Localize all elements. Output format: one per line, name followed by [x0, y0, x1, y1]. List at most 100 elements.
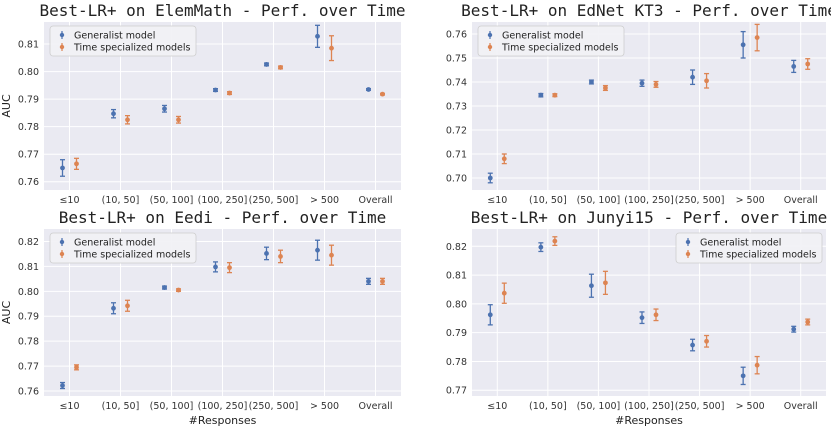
data-point-group [315, 24, 320, 48]
data-point [538, 92, 544, 98]
data-point [791, 326, 797, 332]
chart-title: Best-LR+ on Junyi15 - Perf. over Time [471, 208, 827, 227]
data-point-group [588, 79, 594, 85]
data-point [740, 42, 746, 48]
data-point [162, 285, 167, 290]
data-point [366, 278, 371, 284]
data-point [213, 87, 218, 93]
data-point [329, 45, 334, 51]
data-point [487, 312, 493, 318]
data-point [111, 111, 116, 117]
x-tick-label: (50, 100] [150, 401, 194, 412]
data-point [278, 254, 283, 259]
data-point-group [162, 104, 167, 113]
data-point [264, 251, 269, 256]
x-tick-label: Overall [359, 401, 393, 412]
data-point [603, 85, 608, 91]
data-point-group [60, 159, 65, 177]
data-point [111, 305, 116, 311]
y-tick-label: 0.77 [446, 386, 467, 397]
data-point [213, 264, 218, 270]
legend-marker [59, 32, 65, 38]
data-point-group [538, 242, 544, 253]
x-tick-label: ≤10 [487, 401, 507, 412]
y-tick-label: 0.71 [446, 150, 467, 161]
x-tick-label: (250, 500] [249, 401, 299, 412]
data-point-group [366, 87, 371, 92]
x-tick-label: Overall [784, 401, 818, 412]
y-axis-label: AUC [0, 301, 13, 325]
data-point-group [552, 236, 558, 247]
y-tick-label: 0.74 [446, 78, 467, 89]
data-point-group [74, 157, 79, 170]
data-point [690, 342, 695, 348]
data-point [329, 252, 334, 258]
data-point [60, 383, 65, 388]
y-tick-label: 0.79 [446, 328, 467, 339]
y-tick-label: 0.81 [18, 262, 39, 273]
legend-marker [59, 239, 65, 245]
y-tick-label: 0.70 [446, 174, 467, 185]
data-point-group [552, 92, 558, 98]
x-tick-label: (100, 250] [624, 401, 674, 412]
y-tick-label: 0.73 [446, 102, 467, 113]
data-point-group [111, 302, 116, 315]
chart-panel-1: 0.76 0.77 0.78 0.79 0.80 0.81 ≤10 (10, 50] (50, … [0, 1, 406, 206]
x-tick-label: > 500 [310, 401, 339, 412]
data-point-group [653, 80, 659, 88]
data-point-group [176, 287, 181, 293]
data-point [60, 165, 65, 171]
data-point-group [754, 355, 760, 375]
y-tick-label: 0.77 [18, 150, 39, 161]
data-point-group [125, 114, 130, 125]
data-point-group [227, 90, 232, 96]
series-time-specialized [74, 35, 385, 170]
data-point-group [329, 35, 334, 62]
series-generalist [487, 30, 797, 184]
legend-marker [59, 44, 65, 50]
y-tick-label: 0.82 [446, 242, 467, 253]
y-tick-label: 0.82 [18, 237, 39, 248]
y-tick-label: 0.78 [446, 357, 467, 368]
x-tick-label: > 500 [736, 401, 765, 412]
data-point [227, 90, 232, 96]
legend-label: Time specialized models [699, 250, 817, 261]
x-tick-label: > 500 [736, 195, 765, 206]
legend-marker [685, 251, 691, 257]
data-point [501, 290, 507, 296]
data-point [315, 247, 320, 253]
data-point [552, 92, 558, 98]
data-point-group [227, 261, 232, 274]
x-tick-label: Overall [784, 195, 818, 206]
x-tick-label: (250, 500] [249, 195, 299, 206]
data-point-group [690, 69, 696, 86]
data-point [639, 315, 645, 321]
y-tick-label: 0.77 [18, 362, 39, 373]
chart-title: Best-LR+ on ElemMath - Perf. over Time [39, 1, 405, 20]
data-point [264, 62, 269, 67]
series-time-specialized [501, 236, 811, 375]
data-point [805, 61, 811, 67]
data-point [754, 35, 760, 40]
data-point [501, 156, 507, 162]
chart-panel-2: 0.70 0.71 0.72 0.73 0.74 0.75 0.76 ≤10 (10, 50] (… [446, 1, 831, 206]
data-point-group [329, 244, 334, 266]
data-point [589, 79, 594, 85]
y-axis-label: AUC [0, 94, 13, 118]
data-point [227, 265, 232, 271]
x-tick-label: (50, 100] [577, 195, 621, 206]
legend-box [675, 232, 823, 264]
legend-label: Generalist model [74, 238, 155, 249]
data-point-group [791, 325, 797, 333]
x-tick-label: (100, 250] [198, 195, 248, 206]
y-tick-label: 0.78 [18, 337, 39, 348]
data-point [653, 82, 659, 87]
data-point-group [653, 308, 659, 322]
data-point-group [162, 285, 167, 290]
legend-marker [487, 44, 493, 50]
data-point-group [60, 381, 65, 390]
data-point-group [791, 59, 797, 74]
